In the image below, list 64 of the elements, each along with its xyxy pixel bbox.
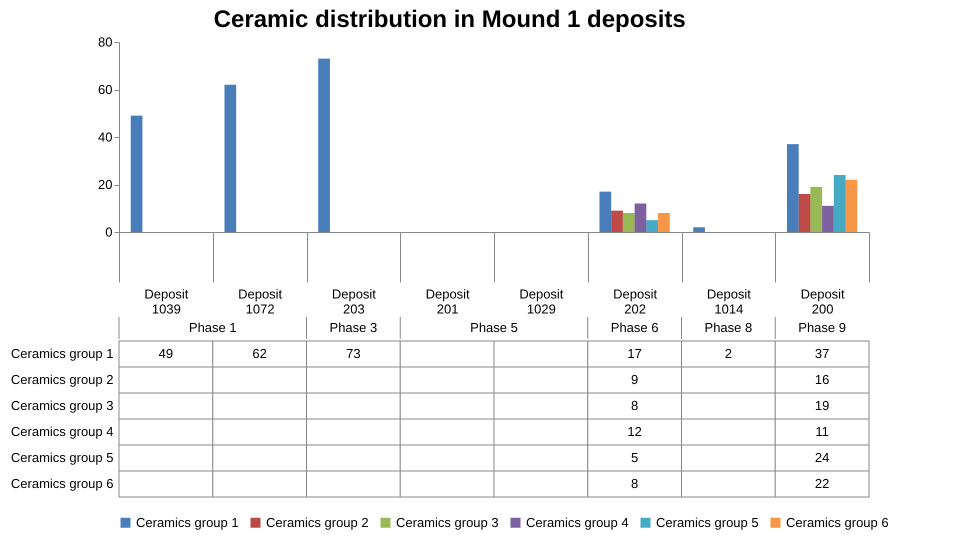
x-tick-label: Deposit 203 [332,286,376,316]
y-tick-label: 60 [98,82,112,97]
text: Ceramics group 4 [10,424,114,439]
text: Ceramics group 3 [10,398,114,413]
data-label: 12 [627,424,642,439]
legend-label: Ceramics group 5 [656,514,759,530]
data-label: 5 [631,450,638,465]
data-label: 49 [158,346,174,361]
chart-title: Ceramic distribution in Mound 1 deposits [214,6,686,33]
data-label: 9 [631,372,638,387]
legend-label: Ceramics group 2 [266,514,369,530]
text: Phase 1 [188,320,237,335]
data-label: 73 [346,346,361,361]
bar [658,213,670,232]
data-label: 11 [815,424,829,439]
bar [846,180,858,232]
text: Ceramics group 6 [10,476,114,491]
bar [810,186,822,232]
bar [786,144,799,232]
legend-label: Ceramics group 6 [786,514,889,530]
x-tick-label: Deposit 1014 [706,286,752,316]
y-tick-label: 20 [98,177,112,192]
bar [634,204,646,232]
y-tick-label: 80 [98,34,112,50]
bar [224,84,236,232]
bar [622,213,635,232]
x-tick-label: Deposit 200 [800,286,846,316]
bar [599,192,612,232]
bar [646,220,658,232]
text: Ceramics group 2 [10,372,114,387]
text: Ceramics group 1 [10,346,114,361]
data-label: 62 [252,346,267,361]
bar [130,116,142,232]
bar [611,210,623,232]
bar [834,175,846,232]
bar [798,194,810,232]
legend-label: Ceramics group 4 [526,514,629,530]
y-tick-label: 40 [98,130,112,144]
data-label: 24 [814,450,830,465]
data-label: 8 [631,476,638,491]
data-label: 19 [814,398,830,413]
bar [822,206,834,232]
x-tick-label: Deposit 1029 [519,286,564,316]
text: Ceramics group 5 [10,450,114,465]
x-tick-label: Deposit 1072 [238,286,283,316]
data-label: 2 [724,346,732,361]
text: Phase 3 [330,320,378,335]
legend-label: Ceramics group 3 [396,514,499,530]
bar [318,58,330,232]
x-tick-label: Deposit 201 [426,286,470,316]
y-tick-label: 0 [105,224,112,240]
data-label: 22 [814,476,830,491]
bar [693,227,705,232]
x-tick-label: Deposit 1039 [144,286,189,316]
text: Phase 5 [470,320,518,335]
text: Phase 6 [610,320,658,335]
data-label: 17 [627,346,642,361]
text: Phase 9 [798,320,846,335]
legend-label: Ceramics group 1 [136,514,239,530]
data-label: 16 [814,372,830,387]
text: Phase 8 [704,320,752,335]
data-label: 37 [814,346,830,361]
data-label: 8 [631,398,638,413]
x-tick-label: Deposit 202 [613,286,658,316]
